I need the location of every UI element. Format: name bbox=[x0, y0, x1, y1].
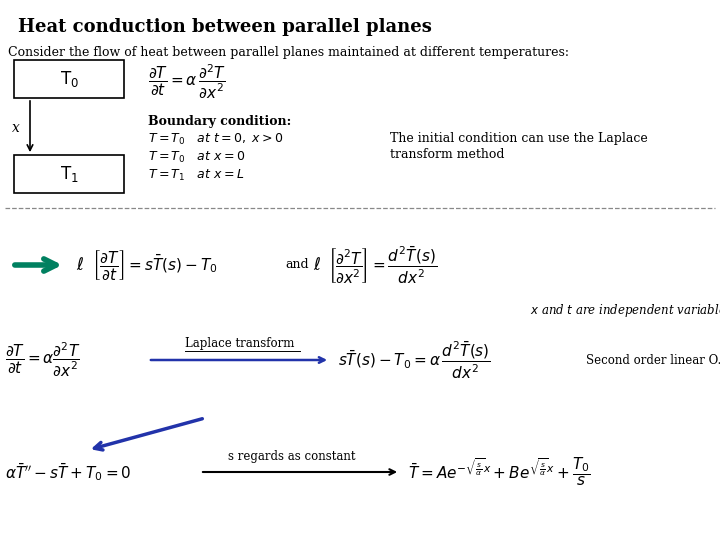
Text: Heat conduction between parallel planes: Heat conduction between parallel planes bbox=[18, 18, 432, 36]
Text: $\left[\dfrac{\partial T}{\partial t}\right] = s\bar{T}(s) - T_0$: $\left[\dfrac{\partial T}{\partial t}\ri… bbox=[92, 248, 217, 282]
Text: $\dfrac{\partial T}{\partial t} = \alpha\,\dfrac{\partial^2 T}{\partial x^2}$: $\dfrac{\partial T}{\partial t} = \alpha… bbox=[148, 63, 226, 101]
Text: $T = T_0\quad at\ t = 0,\ x > 0$: $T = T_0\quad at\ t = 0,\ x > 0$ bbox=[148, 132, 284, 147]
Text: and: and bbox=[285, 259, 309, 272]
Text: $T = T_0\quad at\ x = 0$: $T = T_0\quad at\ x = 0$ bbox=[148, 150, 246, 165]
Text: $\alpha\bar{T}'' - s\bar{T} + T_0 = 0$: $\alpha\bar{T}'' - s\bar{T} + T_0 = 0$ bbox=[5, 461, 132, 483]
Text: s regards as constant: s regards as constant bbox=[228, 450, 356, 463]
Text: Boundary condition:: Boundary condition: bbox=[148, 115, 292, 128]
Bar bbox=[14, 155, 124, 193]
Text: x: x bbox=[12, 121, 20, 135]
Text: $s\bar{T}(s) - T_0 = \alpha\,\dfrac{d^2\bar{T}(s)}{dx^2}$: $s\bar{T}(s) - T_0 = \alpha\,\dfrac{d^2\… bbox=[338, 339, 491, 381]
Text: $\ell$: $\ell$ bbox=[313, 256, 321, 273]
Text: $\mathrm{T_1}$: $\mathrm{T_1}$ bbox=[60, 164, 78, 184]
Text: $x$ and $t$ are independent variables: $x$ and $t$ are independent variables bbox=[530, 302, 720, 319]
Text: The initial condition can use the Laplace: The initial condition can use the Laplac… bbox=[390, 132, 648, 145]
Text: $\left[\dfrac{\partial^2 T}{\partial x^2}\right] = \dfrac{d^2\bar{T}(s)}{dx^2}$: $\left[\dfrac{\partial^2 T}{\partial x^2… bbox=[328, 244, 437, 286]
Bar bbox=[14, 60, 124, 98]
Text: $\mathrm{T_0}$: $\mathrm{T_0}$ bbox=[60, 69, 78, 89]
Text: Laplace transform: Laplace transform bbox=[185, 337, 294, 350]
Text: Second order linear O.D.E.: Second order linear O.D.E. bbox=[586, 354, 720, 367]
Text: $T = T_1\quad at\ x = L$: $T = T_1\quad at\ x = L$ bbox=[148, 168, 244, 183]
Text: Consider the flow of heat between parallel planes maintained at different temper: Consider the flow of heat between parall… bbox=[8, 46, 569, 59]
Text: transform method: transform method bbox=[390, 148, 505, 161]
Text: $\ell$: $\ell$ bbox=[76, 256, 84, 273]
Text: $\bar{T} = Ae^{-\sqrt{\frac{s}{\alpha}}x} + Be^{\sqrt{\frac{s}{\alpha}}x} + \dfr: $\bar{T} = Ae^{-\sqrt{\frac{s}{\alpha}}x… bbox=[408, 456, 590, 488]
Text: $\dfrac{\partial T}{\partial t} = \alpha\dfrac{\partial^2 T}{\partial x^2}$: $\dfrac{\partial T}{\partial t} = \alpha… bbox=[5, 341, 81, 379]
